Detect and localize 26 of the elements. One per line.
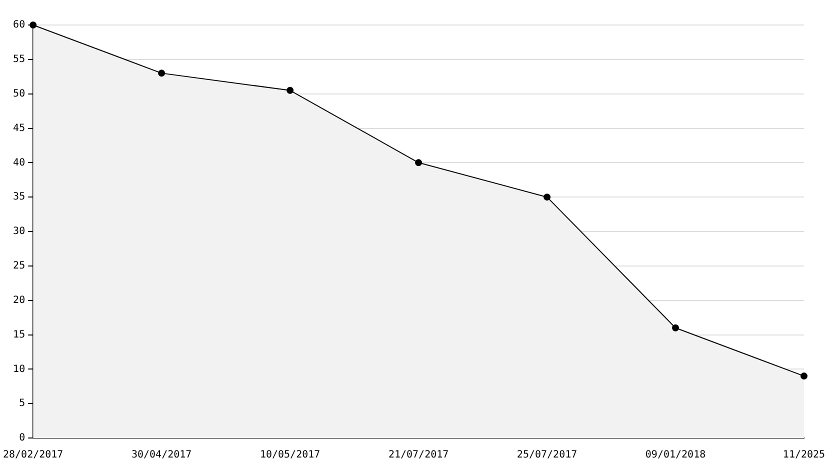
y-tick-label: 15 [13, 329, 26, 340]
point [286, 86, 294, 94]
x-tick-label: 09/01/2018 [645, 450, 706, 461]
y-tick-label: 5 [19, 398, 26, 410]
y-tick-label: 40 [13, 157, 26, 168]
y-tick-label: 30 [13, 226, 26, 238]
y-tick-label: 25 [13, 260, 26, 272]
x-tick-label: 25/07/2017 [516, 450, 578, 461]
point [158, 70, 166, 77]
y-tick-label: 45 [13, 122, 26, 134]
y-tick-label: 0 [19, 432, 26, 444]
y-tick-label: 60 [13, 20, 26, 31]
x-tick-label: 28/02/2017 [2, 450, 64, 461]
y-tick-label: 55 [13, 54, 26, 66]
x-tick-label: 10/05/2017 [260, 450, 320, 461]
y-tick-label: 20 [13, 294, 26, 306]
point [544, 194, 551, 201]
x-tick-label: 30/04/2017 [131, 450, 192, 461]
y-tick-label: 35 [13, 192, 26, 203]
y-tick-label: 10 [13, 364, 26, 375]
point [800, 372, 808, 380]
y-tick-label: 50 [13, 88, 26, 100]
x-tick-label: 21/07/2017 [388, 450, 449, 461]
point [415, 159, 422, 166]
point [672, 324, 680, 332]
x-tick-label: 11/2025 [782, 450, 826, 461]
